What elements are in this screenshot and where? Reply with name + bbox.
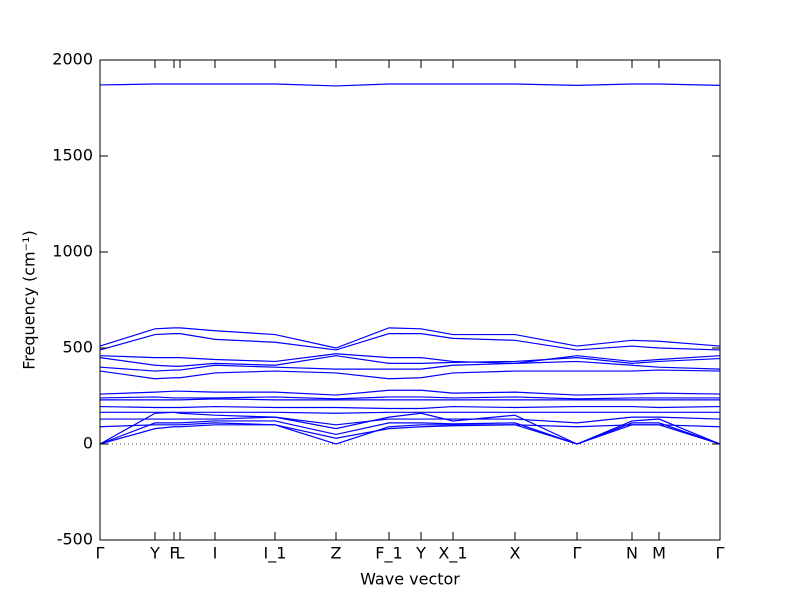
x-tick-label: F_1	[375, 544, 402, 564]
y-tick-label: -500	[57, 530, 93, 549]
x-tick-label: X	[510, 544, 521, 563]
band-line	[99, 327, 721, 349]
x-axis-label: Wave vector	[360, 570, 460, 589]
x-tick-label: Γ	[716, 544, 725, 563]
band-line	[99, 355, 721, 367]
x-tick-label: N	[626, 544, 638, 563]
y-tick-label: 0	[83, 434, 93, 453]
x-tick-label: I_1	[264, 544, 287, 564]
x-tick-label: I	[213, 544, 218, 563]
plot-frame	[99, 59, 721, 541]
band-line	[99, 389, 721, 396]
y-tick-label: 1500	[52, 146, 93, 165]
y-tick-label: 2000	[52, 50, 93, 69]
band-line	[99, 83, 721, 87]
band-line	[99, 353, 721, 364]
band-line	[100, 398, 720, 401]
band-line	[99, 396, 720, 400]
x-tick-label: Z	[331, 544, 342, 563]
band-line	[99, 369, 721, 380]
x-tick-label: Γ	[96, 544, 105, 563]
x-tick-label: M	[652, 544, 666, 563]
band-line	[99, 360, 721, 372]
band-line	[99, 424, 721, 445]
x-tick-label: Y	[415, 544, 426, 563]
band-line	[100, 416, 721, 426]
y-tick-label: 1000	[52, 242, 93, 261]
band-line	[99, 420, 721, 445]
x-tick-label: X_1	[438, 544, 467, 564]
band-line	[99, 405, 721, 410]
y-tick-label: 500	[62, 338, 93, 357]
band-line	[99, 333, 721, 351]
y-axis-label: Frequency (cm⁻¹)	[20, 230, 39, 369]
x-tick-label: Γ	[573, 544, 582, 563]
band-line	[99, 411, 721, 445]
x-tick-label: Y	[149, 544, 160, 563]
x-tick-label: L	[176, 544, 185, 563]
band-line	[99, 422, 721, 445]
x-tick-label: F	[169, 544, 178, 563]
